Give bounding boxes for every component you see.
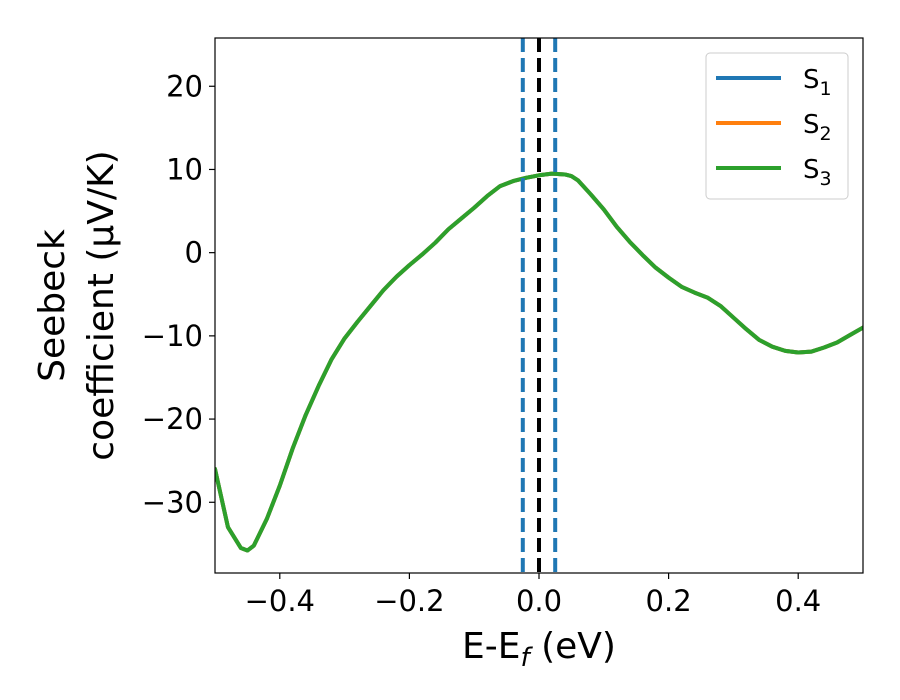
y-axis-label-line2: coefficient (μV/K) [81, 150, 122, 460]
x-tick-label: 0.0 [516, 584, 562, 618]
y-tick-label: 20 [166, 69, 203, 103]
x-axis-ticks: −0.4 −0.2 0.0 0.2 0.4 [245, 573, 821, 618]
legend-label-1: S1 [803, 65, 832, 100]
legend-box [705, 52, 849, 200]
legend-label-subscript: 2 [820, 123, 832, 145]
y-axis-label: Seebeck coefficient (μV/K) [32, 150, 122, 460]
x-axis-label-main: E-E [462, 626, 520, 667]
legend-label-main: S [803, 110, 820, 140]
y-tick-label: −30 [142, 485, 203, 519]
plot-area [215, 171, 863, 553]
series-line-3 [215, 171, 863, 553]
x-tick-label: −0.2 [374, 584, 444, 618]
legend-label-3: S3 [803, 155, 832, 190]
legend-label-main: S [803, 65, 820, 95]
legend-label-main: S [803, 155, 820, 185]
y-axis-label-line1: Seebeck [32, 229, 73, 382]
x-axis-label-tail: (eV) [530, 626, 616, 667]
reference-lines [520, 38, 558, 573]
legend-label-subscript: 3 [820, 168, 832, 190]
y-axis-ticks: −30 −20 −10 0 10 20 [142, 69, 215, 519]
y-tick-label: 0 [185, 236, 203, 270]
x-axis-label: E-Ef (eV) [462, 626, 616, 673]
legend-label-2: S2 [803, 110, 832, 145]
y-tick-label: −20 [142, 402, 203, 436]
x-tick-label: −0.4 [245, 584, 315, 618]
x-tick-label: 0.4 [775, 584, 821, 618]
y-tick-label: 10 [166, 152, 203, 186]
y-tick-label: −10 [142, 319, 203, 353]
x-tick-label: 0.2 [646, 584, 692, 618]
legend-label-subscript: 1 [820, 78, 832, 100]
